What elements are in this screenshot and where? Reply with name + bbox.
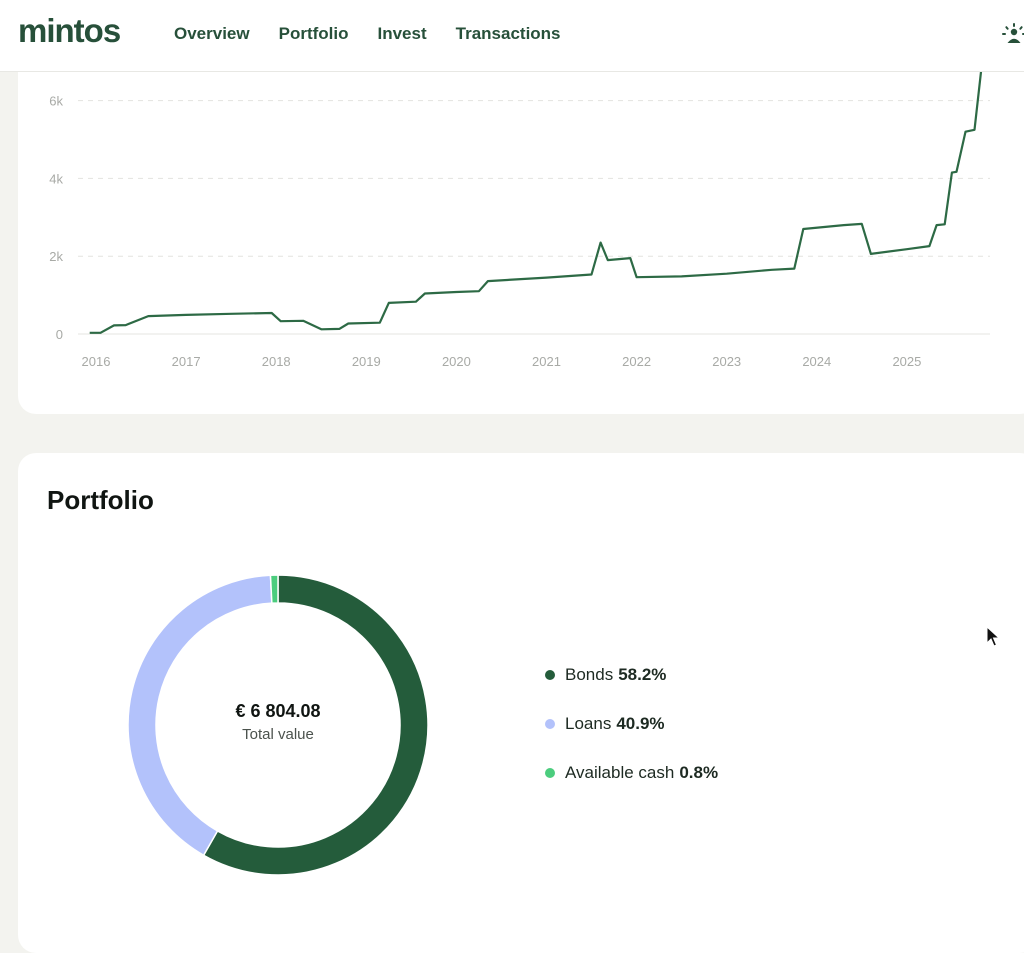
legend-percent: 58.2% <box>618 665 667 684</box>
portfolio-card: Portfolio € 6 804.08 Total value Bonds 5… <box>18 453 1024 953</box>
legend-name: Available cash <box>565 763 675 782</box>
x-tick-label: 2020 <box>442 354 471 369</box>
cash-dot-icon <box>545 768 555 778</box>
sparkle-user-icon[interactable] <box>1002 22 1024 46</box>
donut-center: € 6 804.08 Total value <box>178 701 378 743</box>
x-tick-label: 2022 <box>622 354 651 369</box>
x-tick-label: 2023 <box>712 354 741 369</box>
legend-item-loans[interactable]: Loans 40.9% <box>545 714 718 734</box>
portfolio-title: Portfolio <box>47 485 154 515</box>
legend-item-bonds[interactable]: Bonds 58.2% <box>545 665 718 685</box>
total-value-label: Total value <box>242 726 314 743</box>
legend-percent: 0.8% <box>679 763 719 782</box>
x-tick-label: 2016 <box>82 354 111 369</box>
mintos-logo[interactable]: mintos <box>18 12 121 49</box>
legend-name: Bonds <box>565 665 614 684</box>
y-tick-label: 4k <box>49 171 63 186</box>
x-tick-label: 2019 <box>352 354 381 369</box>
bonds-dot-icon <box>545 670 555 680</box>
main-nav: Overview Portfolio Invest Transactions <box>174 24 590 44</box>
nav-overview[interactable]: Overview <box>174 24 250 43</box>
portfolio-value-line <box>89 65 983 334</box>
total-value: € 6 804.08 <box>235 701 321 721</box>
loans-dot-icon <box>545 719 555 729</box>
donut-slice-available-cash <box>269 574 279 604</box>
nav-portfolio[interactable]: Portfolio <box>278 24 349 43</box>
x-tick-label: 2025 <box>892 354 921 369</box>
mouse-cursor-icon <box>986 626 1000 647</box>
portfolio-growth-chart: 0 2k 4k 6k 2016 2017 2018 2019 2020 2021 2022 2023 2… <box>49 65 990 369</box>
top-header: mintos Overview Portfolio Invest Transac… <box>0 0 1024 72</box>
portfolio-legend: Bonds 58.2% Loans 40.9% Available cash 0… <box>545 665 718 812</box>
x-tick-label: 2021 <box>532 354 561 369</box>
x-tick-label: 2024 <box>802 354 831 369</box>
y-tick-label: 0 <box>56 327 63 342</box>
y-tick-label: 2k <box>49 249 63 264</box>
x-tick-label: 2018 <box>262 354 291 369</box>
nav-transactions[interactable]: Transactions <box>455 24 561 43</box>
nav-invest[interactable]: Invest <box>377 24 427 43</box>
x-tick-label: 2017 <box>172 354 201 369</box>
legend-percent: 40.9% <box>616 714 665 733</box>
portfolio-donut-chart <box>127 574 429 876</box>
legend-item-available-cash[interactable]: Available cash 0.8% <box>545 763 718 783</box>
legend-name: Loans <box>565 714 612 733</box>
donut-slice-bonds <box>202 574 429 876</box>
y-tick-label: 6k <box>49 94 63 109</box>
portfolio-growth-chart-card: 0 2k 4k 6k 2016 2017 2018 2019 2020 2021 2022 2023 2… <box>18 40 1024 414</box>
